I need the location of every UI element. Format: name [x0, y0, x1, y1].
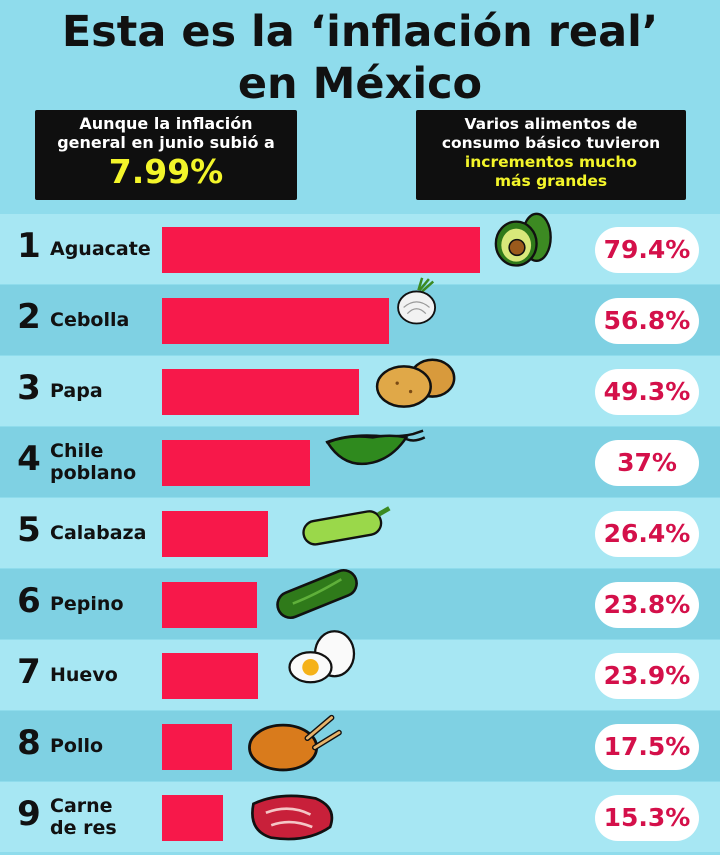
category-label: Huevo — [50, 664, 118, 686]
rank-label: 1 — [17, 226, 41, 266]
category-label: Papa — [50, 380, 103, 402]
chart-row: 4 Chile poblano 37% — [0, 427, 720, 497]
chicken-icon — [248, 714, 342, 772]
bar-4 — [162, 439, 310, 486]
general-inflation-box: Aunque la inflación general en junio sub… — [35, 110, 297, 200]
zucchini-icon — [302, 506, 391, 546]
category-label: Pepino — [50, 593, 124, 615]
bar-6 — [162, 581, 257, 628]
value-label: 49.3% — [595, 368, 699, 415]
category-label-line: Papa — [50, 380, 103, 402]
value-label: 37% — [595, 439, 699, 486]
bar-7 — [162, 652, 258, 699]
category-label-line: Huevo — [50, 664, 118, 686]
category-label: Carne de res — [50, 795, 117, 839]
general-inflation-value: 7.99% — [108, 152, 224, 191]
food-increase-highlight-1: incrementos mucho — [464, 153, 638, 171]
value-label: 79.4% — [595, 226, 699, 273]
rank-label: 9 — [17, 794, 41, 834]
bar-3 — [162, 368, 359, 415]
category-label-line: Carne — [50, 795, 113, 817]
potato-icon — [375, 358, 456, 408]
value-label: 23.9% — [595, 652, 699, 699]
food-increase-highlight-2: más grandes — [494, 172, 608, 190]
category-label: Calabaza — [50, 522, 146, 544]
bar-5 — [162, 510, 268, 557]
rank-label: 5 — [17, 510, 41, 550]
bar-8 — [162, 723, 232, 770]
title-line-2: en México — [237, 59, 483, 109]
rank-label: 6 — [17, 581, 41, 621]
rank-label: 2 — [17, 297, 41, 337]
category-label-line: Aguacate — [50, 238, 151, 260]
chart-row: 5 Calabaza 26.4% — [0, 498, 720, 568]
chart-row: 8 Pollo 17.5% — [0, 711, 720, 781]
value-label: 56.8% — [595, 297, 699, 344]
header: Esta es la ‘inflación real’ en México Au… — [0, 0, 720, 214]
food-increase-line-2: consumo básico tuvieron — [441, 134, 661, 152]
value-label: 17.5% — [595, 723, 699, 770]
category-label-line: poblano — [50, 462, 137, 484]
category-label-line: Calabaza — [50, 522, 147, 544]
general-inflation-line-1: Aunque la inflación — [79, 114, 253, 133]
value-label: 23.8% — [595, 581, 699, 628]
poblano-pepper-icon — [325, 429, 426, 466]
category-label: Pollo — [50, 735, 103, 757]
food-increase-line-1: Varios alimentos de — [464, 115, 638, 133]
value-label: 15.3% — [595, 794, 699, 841]
bar-2 — [162, 297, 389, 344]
chart-row: 3 Papa 49.3% — [0, 356, 720, 426]
category-label-line: Chile — [50, 440, 104, 462]
onion-icon — [397, 277, 437, 325]
category-label: Aguacate — [50, 238, 151, 260]
beef-icon — [251, 794, 334, 841]
chart-row: 2 Cebolla 56.8% — [0, 277, 720, 355]
category-label-line: de res — [50, 817, 117, 839]
bar-9 — [162, 794, 223, 841]
food-increase-text: Varios alimentos de consumo básico tuvie… — [416, 110, 686, 153]
rank-label: 4 — [17, 439, 41, 479]
chart-row: 6 Pepino 23.8% — [0, 568, 720, 639]
chart-row: 1 Aguacate 79.4% — [0, 212, 720, 284]
page-title: Esta es la ‘inflación real’ en México — [0, 6, 720, 110]
general-inflation-line-2: general en junio subió a — [57, 133, 275, 152]
chart-row: 9 Carne de res 15.3% — [0, 782, 720, 852]
chart-rows: 1 Aguacate 79.4% 2 Cebolla 56.8% 3 Papa 49.3% 4 Ch… — [0, 212, 720, 855]
cucumber-icon — [276, 568, 358, 620]
chart-row: 7 Huevo 23.9% — [0, 630, 720, 710]
category-label-line: Pollo — [50, 735, 104, 757]
bar-1 — [162, 226, 480, 273]
category-label: Chile poblano — [50, 440, 136, 484]
rank-label: 3 — [17, 368, 41, 408]
rank-label: 7 — [17, 652, 41, 692]
title-line-1: Esta es la ‘inflación real’ — [61, 7, 659, 57]
category-label: Cebolla — [50, 309, 129, 331]
avocado-icon — [494, 212, 552, 267]
egg-icon — [288, 630, 356, 684]
value-label: 26.4% — [595, 510, 699, 557]
category-label-line: Cebolla — [50, 309, 130, 331]
general-inflation-text: Aunque la inflación general en junio sub… — [35, 110, 297, 152]
category-label-line: Pepino — [50, 593, 124, 615]
rank-label: 8 — [17, 723, 41, 763]
food-increase-box: Varios alimentos de consumo básico tuvie… — [416, 110, 686, 200]
